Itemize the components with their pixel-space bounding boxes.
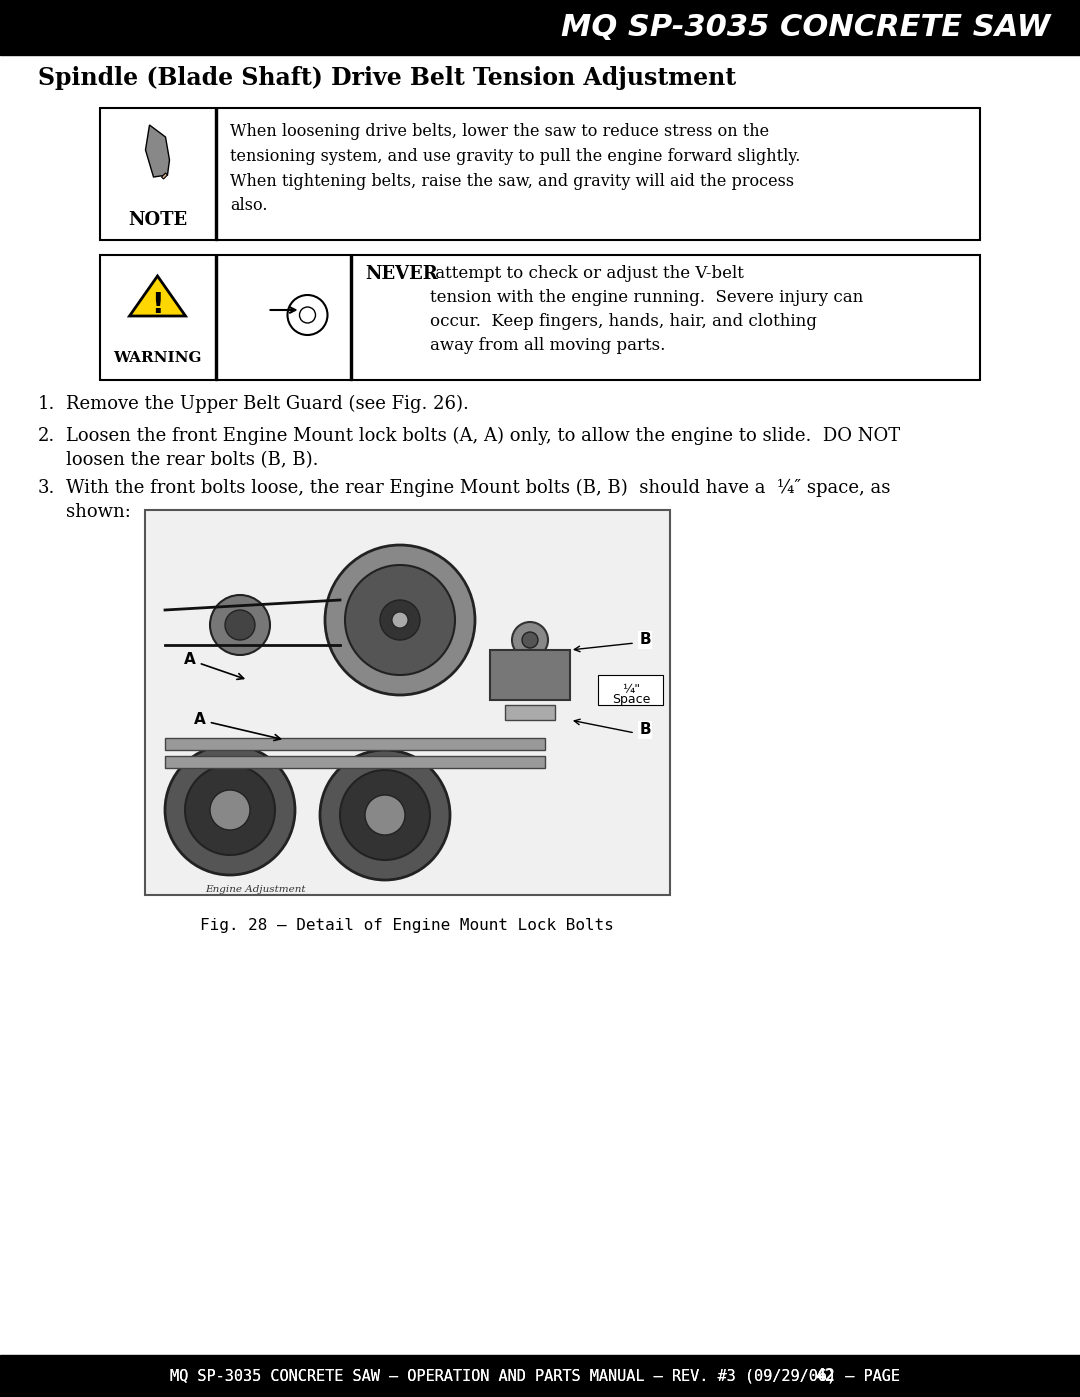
Polygon shape xyxy=(162,173,167,179)
Bar xyxy=(215,108,216,240)
Circle shape xyxy=(210,595,270,655)
Text: shown:: shown: xyxy=(66,503,131,521)
Text: 3.: 3. xyxy=(38,479,55,497)
Circle shape xyxy=(522,631,538,648)
Circle shape xyxy=(210,789,249,830)
Bar xyxy=(490,650,570,700)
Text: A: A xyxy=(184,652,244,679)
Bar xyxy=(215,256,216,380)
Circle shape xyxy=(512,622,548,658)
Text: When loosening drive belts, lower the saw to reduce stress on the
tensioning sys: When loosening drive belts, lower the sa… xyxy=(230,123,800,214)
Text: Remove the Upper Belt Guard (see Fig. 26).: Remove the Upper Belt Guard (see Fig. 26… xyxy=(66,395,469,414)
Bar xyxy=(350,256,351,380)
Text: Fig. 28 — Detail of Engine Mount Lock Bolts: Fig. 28 — Detail of Engine Mount Lock Bo… xyxy=(200,918,613,933)
Circle shape xyxy=(325,545,475,694)
Circle shape xyxy=(320,750,450,880)
Text: WARNING: WARNING xyxy=(113,351,202,365)
Text: Spindle (Blade Shaft) Drive Belt Tension Adjustment: Spindle (Blade Shaft) Drive Belt Tension… xyxy=(38,66,737,89)
Circle shape xyxy=(392,612,408,629)
Text: !: ! xyxy=(151,291,164,319)
Text: A: A xyxy=(194,712,281,740)
Text: B: B xyxy=(639,722,651,738)
Bar xyxy=(165,738,545,750)
Bar xyxy=(0,0,1080,54)
Bar xyxy=(0,1355,1080,1397)
Text: NEVER: NEVER xyxy=(365,265,437,284)
Circle shape xyxy=(345,564,455,675)
Circle shape xyxy=(340,770,430,861)
Circle shape xyxy=(365,795,405,835)
Text: NOTE: NOTE xyxy=(127,211,187,229)
Circle shape xyxy=(380,599,420,640)
Circle shape xyxy=(225,610,255,640)
Text: Loosen the front Engine Mount lock bolts (A, A) only, to allow the engine to sli: Loosen the front Engine Mount lock bolts… xyxy=(66,427,900,446)
Bar xyxy=(100,256,980,380)
Circle shape xyxy=(165,745,295,875)
Polygon shape xyxy=(130,277,186,316)
Bar xyxy=(505,705,555,719)
Bar xyxy=(100,108,980,240)
Text: MQ SP-3035 CONCRETE SAW — OPERATION AND PARTS MANUAL — REV. #3 (09/29/06) — PAGE: MQ SP-3035 CONCRETE SAW — OPERATION AND … xyxy=(171,1369,909,1383)
Bar xyxy=(165,756,545,768)
Text: Space: Space xyxy=(611,693,650,707)
Text: 1.: 1. xyxy=(38,395,55,414)
Text: 2.: 2. xyxy=(38,427,55,446)
Text: MQ SP-3035 CONCRETE SAW — OPERATION AND PARTS MANUAL — REV. #3 (09/29/06) — PAGE: MQ SP-3035 CONCRETE SAW — OPERATION AND … xyxy=(171,1369,909,1383)
Text: Engine Adjustment: Engine Adjustment xyxy=(205,886,306,894)
Text: 42: 42 xyxy=(815,1368,835,1384)
Text: ¼": ¼" xyxy=(622,683,640,697)
Text: attempt to check or adjust the V-belt
tension with the engine running.  Severe i: attempt to check or adjust the V-belt te… xyxy=(430,265,863,355)
Text: B: B xyxy=(639,633,651,647)
Text: With the front bolts loose, the rear Engine Mount bolts (B, B)  should have a  ¼: With the front bolts loose, the rear Eng… xyxy=(66,479,890,497)
Bar xyxy=(598,675,663,705)
Polygon shape xyxy=(146,124,170,177)
Text: loosen the rear bolts (B, B).: loosen the rear bolts (B, B). xyxy=(66,451,319,469)
Bar xyxy=(145,510,670,895)
Circle shape xyxy=(185,766,275,855)
Text: MQ SP-3035 CONCRETE SAW: MQ SP-3035 CONCRETE SAW xyxy=(561,13,1050,42)
